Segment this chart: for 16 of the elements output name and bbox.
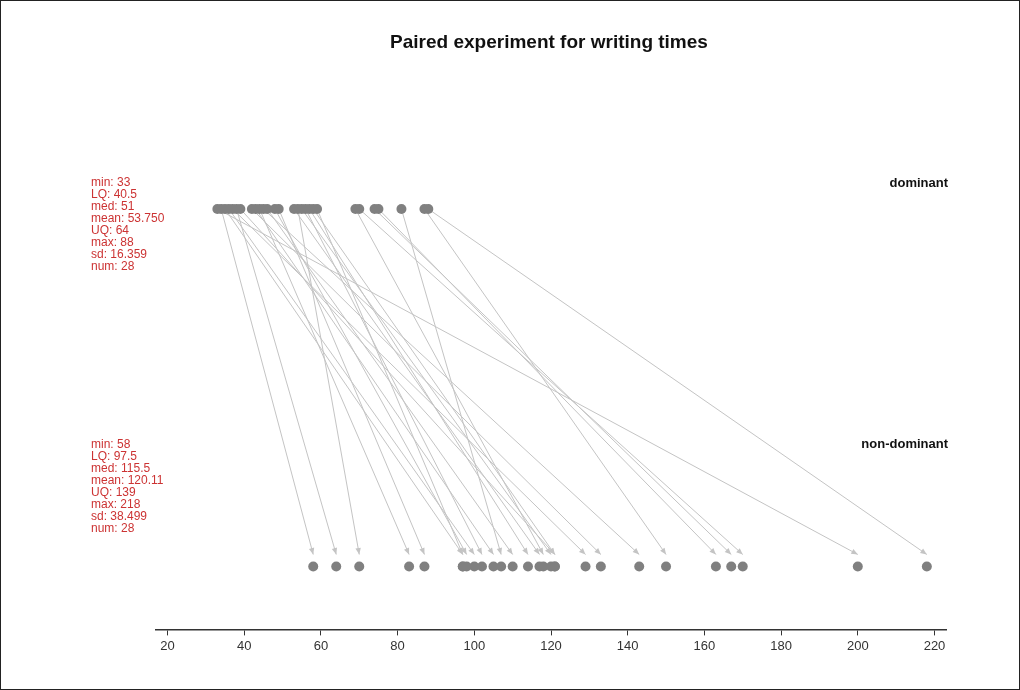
x-tick-label: 120 bbox=[540, 637, 562, 653]
y-tick-label: dominant bbox=[889, 174, 949, 190]
x-tick-label: 40 bbox=[236, 637, 252, 653]
y-tick-label: non-dominant bbox=[861, 436, 949, 452]
x-tick-label: 160 bbox=[693, 637, 716, 653]
x-tick-label: 140 bbox=[616, 637, 639, 653]
x-tick-label: 180 bbox=[770, 637, 792, 653]
x-tick-label: 200 bbox=[846, 637, 869, 653]
x-tick-label: 100 bbox=[463, 637, 486, 653]
annotation: min: 58 LQ: 97.5 med: 115.5 mean: 120.11 UQ: 139 max: 218 sd: 38.499 num: 28 bbox=[91, 436, 164, 535]
x-tick-label: 60 bbox=[313, 637, 329, 653]
x-tick-label: 80 bbox=[390, 637, 405, 653]
x-tick-label: 220 bbox=[923, 637, 946, 653]
annotation: min: 33 LQ: 40.5 med: 51 mean: 53.750 UQ: 64 max: 88 sd: 16.359 num: 28 bbox=[91, 175, 165, 274]
chart-title: Paired experiment for writing times bbox=[390, 31, 708, 53]
x-tick-label: 20 bbox=[160, 637, 175, 653]
